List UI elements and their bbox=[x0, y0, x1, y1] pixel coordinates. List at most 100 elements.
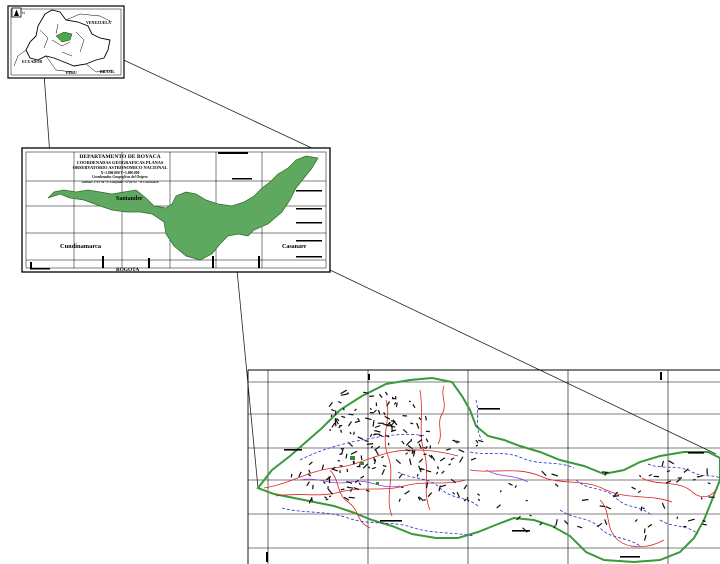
dark-mark bbox=[426, 470, 432, 473]
map-title: DEPARTAMENTO DE BOYACA bbox=[79, 154, 160, 160]
dark-mark bbox=[417, 496, 421, 501]
dark-mark bbox=[374, 445, 381, 451]
dark-mark bbox=[365, 417, 372, 421]
dark-mark bbox=[438, 485, 441, 492]
dark-mark bbox=[604, 472, 607, 476]
dark-mark bbox=[418, 496, 424, 502]
dark-mark bbox=[349, 431, 352, 435]
dark-mark bbox=[298, 471, 302, 478]
dark-mark bbox=[339, 470, 341, 474]
boyaca-department-shape bbox=[47, 155, 319, 261]
dark-mark bbox=[539, 522, 543, 526]
dark-mark bbox=[463, 484, 468, 490]
dark-mark bbox=[383, 412, 386, 416]
dark-mark bbox=[348, 496, 355, 499]
dark-mark bbox=[639, 474, 642, 478]
dark-mark bbox=[340, 447, 343, 450]
dark-mark bbox=[364, 439, 369, 443]
dark-mark bbox=[696, 475, 703, 478]
dark-mark bbox=[508, 482, 513, 486]
dark-mark bbox=[445, 448, 451, 451]
dark-mark bbox=[346, 468, 349, 473]
dark-mark bbox=[354, 408, 357, 412]
coords-line-1: X=1.000.000 Y=1.000.000 bbox=[101, 171, 140, 175]
dark-mark bbox=[430, 456, 433, 459]
dark-mark bbox=[365, 489, 370, 492]
dark-mark bbox=[369, 433, 373, 438]
dark-mark bbox=[325, 498, 329, 501]
dark-mark bbox=[343, 496, 350, 501]
label-cundinamarca: Cundinamarca bbox=[60, 243, 102, 250]
dark-mark bbox=[475, 439, 479, 444]
dark-mark bbox=[353, 431, 355, 435]
dark-mark bbox=[360, 475, 365, 479]
dark-mark bbox=[612, 491, 618, 498]
dark-mark bbox=[340, 429, 343, 433]
dark-mark bbox=[390, 429, 397, 433]
dark-mark bbox=[328, 476, 331, 484]
dark-mark bbox=[450, 457, 455, 461]
dark-mark bbox=[661, 502, 666, 509]
dark-mark bbox=[499, 490, 502, 493]
dark-mark bbox=[345, 453, 348, 459]
dark-mark bbox=[441, 470, 445, 474]
dark-mark bbox=[687, 518, 695, 522]
label-brasil: BRASIL bbox=[100, 69, 115, 74]
dark-mark bbox=[324, 496, 328, 499]
label-santander: Santander bbox=[116, 196, 143, 202]
dark-mark bbox=[596, 522, 603, 528]
dark-mark bbox=[378, 393, 383, 398]
dark-mark bbox=[381, 468, 386, 476]
detail-map bbox=[247, 369, 720, 564]
dark-mark bbox=[418, 443, 423, 450]
dark-mark bbox=[458, 449, 465, 453]
dark-mark bbox=[553, 525, 556, 529]
small-label-marks bbox=[266, 372, 704, 562]
dark-mark bbox=[331, 422, 336, 428]
north-label: N bbox=[22, 10, 25, 15]
dark-mark bbox=[440, 484, 447, 488]
dark-mark bbox=[478, 439, 484, 443]
dark-mark bbox=[439, 457, 446, 462]
dark-mark bbox=[707, 482, 711, 485]
dark-mark bbox=[392, 419, 398, 426]
dark-mark bbox=[337, 400, 342, 404]
dark-mark bbox=[423, 446, 427, 450]
dark-mark bbox=[334, 417, 339, 425]
dark-mark bbox=[448, 463, 451, 466]
dark-mark bbox=[398, 498, 401, 502]
dark-mark bbox=[551, 473, 559, 477]
dark-mark bbox=[605, 505, 612, 510]
dark-mark bbox=[601, 471, 609, 474]
dark-mark bbox=[384, 415, 391, 420]
coords-line-2: Coordenadas Geograficas del Origen: bbox=[92, 175, 148, 179]
dark-mark bbox=[311, 498, 313, 502]
dark-mark bbox=[338, 425, 341, 429]
dark-mark bbox=[366, 443, 374, 445]
dark-mark bbox=[463, 498, 467, 502]
dark-mark bbox=[599, 505, 605, 508]
dark-mark bbox=[477, 493, 481, 496]
label-bogota: BOGOTA bbox=[116, 267, 139, 273]
dark-mark bbox=[347, 442, 354, 447]
dark-mark bbox=[340, 389, 347, 395]
dark-mark bbox=[453, 439, 458, 444]
dark-mark bbox=[308, 496, 313, 504]
dark-mark bbox=[377, 409, 381, 415]
dark-mark bbox=[563, 520, 569, 525]
dark-mark bbox=[312, 484, 314, 490]
dark-mark bbox=[306, 481, 310, 487]
title-block: DEPARTAMENTO DE BOYACA COORDENADAS GEOGR… bbox=[73, 154, 168, 184]
dark-mark bbox=[340, 393, 348, 396]
dark-mark bbox=[435, 471, 439, 475]
dark-mark bbox=[647, 523, 653, 528]
dark-mark bbox=[416, 422, 420, 429]
dark-mark bbox=[340, 488, 345, 491]
dark-mark bbox=[661, 460, 665, 467]
dark-mark bbox=[395, 402, 398, 408]
dark-mark bbox=[336, 418, 340, 422]
dark-mark bbox=[346, 486, 354, 489]
dark-mark bbox=[402, 428, 408, 434]
dark-mark bbox=[668, 460, 675, 465]
blue-lines bbox=[281, 399, 720, 547]
